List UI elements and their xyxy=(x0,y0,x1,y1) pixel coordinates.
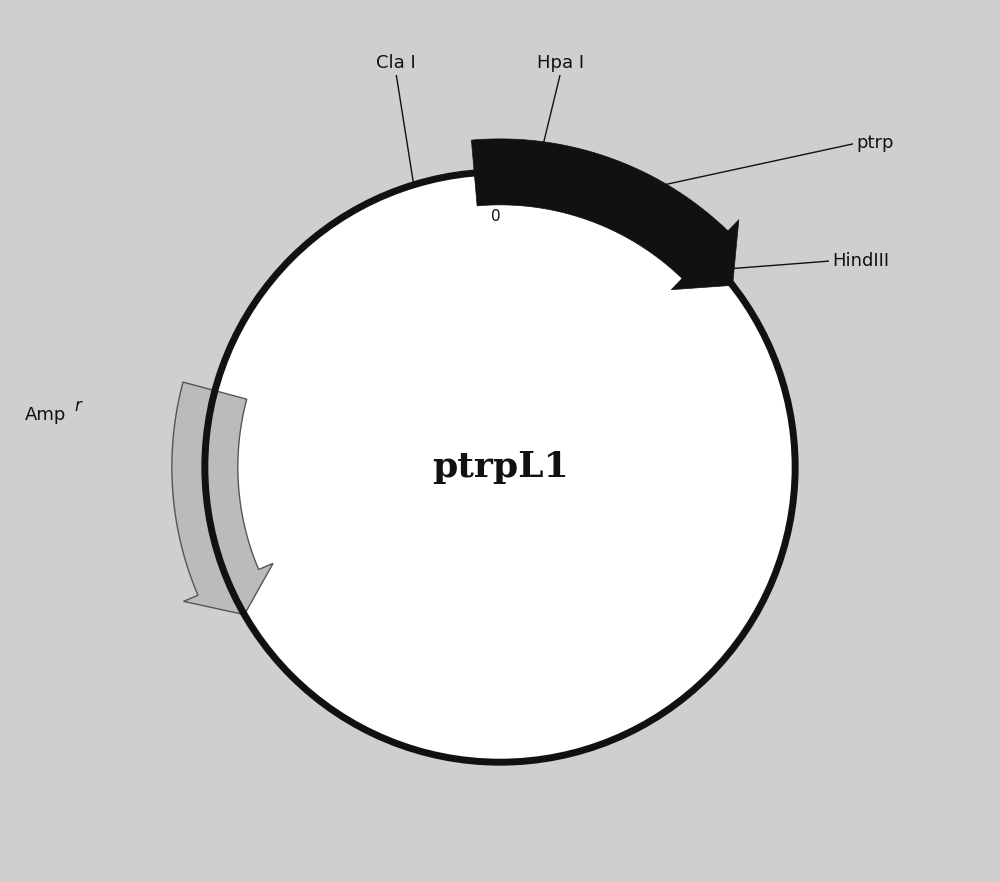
Polygon shape xyxy=(471,138,739,289)
Text: Cla I: Cla I xyxy=(376,54,416,72)
Text: ptrpL1: ptrpL1 xyxy=(432,450,568,484)
Circle shape xyxy=(205,172,795,762)
Text: 0: 0 xyxy=(491,209,500,224)
Polygon shape xyxy=(172,382,273,615)
Text: r: r xyxy=(75,397,82,415)
Text: Amp: Amp xyxy=(25,406,66,424)
Text: HindIII: HindIII xyxy=(832,252,889,270)
Text: Hpa I: Hpa I xyxy=(537,54,584,72)
Text: ptrp: ptrp xyxy=(856,134,893,153)
